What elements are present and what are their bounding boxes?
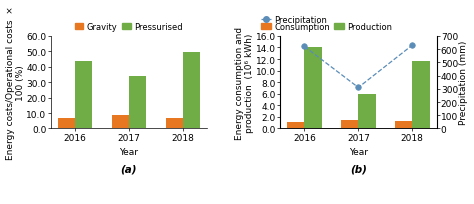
Text: (a): (a) — [121, 164, 137, 174]
Bar — [287, 122, 304, 129]
Y-axis label: Precipitation (mm): Precipitation (mm) — [459, 41, 468, 125]
Bar — [75, 62, 92, 129]
Bar — [165, 118, 183, 129]
Bar — [341, 120, 358, 129]
X-axis label: Year: Year — [349, 147, 368, 156]
Y-axis label: Energy costs/Operational costs  ×
100 (%): Energy costs/Operational costs × 100 (%) — [6, 6, 25, 159]
Bar — [58, 119, 75, 129]
Bar — [183, 53, 200, 129]
Text: (b): (b) — [350, 164, 367, 174]
X-axis label: Year: Year — [119, 147, 138, 156]
Y-axis label: Energy consumption and
production  (10⁶ kWh): Energy consumption and production (10⁶ k… — [235, 27, 255, 139]
Bar — [129, 77, 146, 129]
Bar — [395, 121, 412, 129]
Bar — [304, 48, 322, 129]
Bar — [412, 61, 429, 129]
Legend: Gravity, Pressurised: Gravity, Pressurised — [75, 23, 183, 32]
Bar — [112, 116, 129, 129]
Legend: Precipitation: Precipitation — [261, 16, 327, 25]
Bar — [358, 94, 375, 129]
